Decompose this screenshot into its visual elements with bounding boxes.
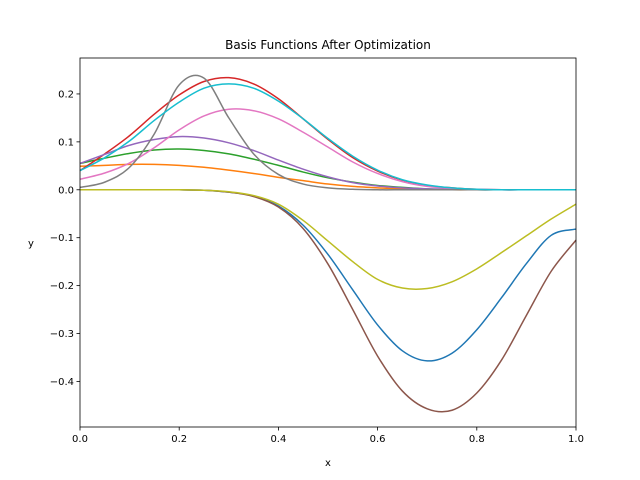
- x-tick-label: 1.0: [568, 434, 584, 445]
- x-axis-ticks: 0.0 0.2 0.4 0.6 0.8 1.0: [72, 427, 584, 445]
- chart-title: Basis Functions After Optimization: [225, 38, 431, 52]
- y-tick-label: 0.1: [58, 137, 74, 148]
- x-tick-label: 0.0: [72, 434, 88, 445]
- x-axis-label: x: [325, 458, 331, 469]
- y-axis-ticks: 0.2 0.1 0.0 −0.1 −0.2 −0.3 −0.4: [50, 89, 80, 388]
- y-axis-label: y: [28, 239, 34, 250]
- y-tick-label: −0.2: [50, 281, 74, 292]
- y-tick-label: −0.3: [50, 329, 74, 340]
- y-tick-label: 0.0: [58, 185, 74, 196]
- x-tick-label: 0.6: [370, 434, 386, 445]
- axes-frame: [79, 57, 577, 428]
- x-tick-label: 0.4: [270, 434, 286, 445]
- y-tick-label: −0.4: [50, 377, 74, 388]
- y-tick-label: 0.2: [58, 89, 74, 100]
- series-layer: [79, 74, 577, 413]
- series-line-9: [80, 189, 577, 290]
- series-line-10: [79, 83, 576, 191]
- y-tick-label: −0.1: [50, 233, 74, 244]
- x-tick-label: 0.2: [171, 434, 187, 445]
- x-tick-label: 0.8: [469, 434, 485, 445]
